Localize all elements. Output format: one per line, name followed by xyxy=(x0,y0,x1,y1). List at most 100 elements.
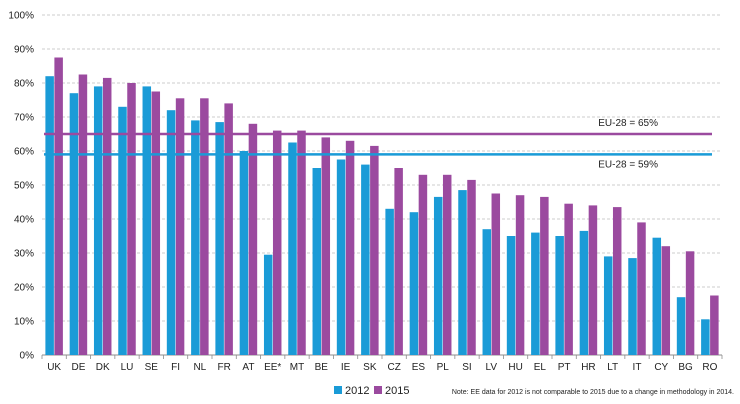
bar-2015 xyxy=(78,74,88,355)
bar-2015 xyxy=(661,246,671,355)
x-tick-label: SK xyxy=(363,362,377,373)
y-tick-label: 50% xyxy=(14,181,34,192)
legend-label: 2015 xyxy=(385,385,409,397)
x-tick-label: NL xyxy=(193,362,206,373)
x-tick-label: LV xyxy=(486,362,498,373)
bars xyxy=(45,57,719,356)
bar-2015 xyxy=(224,103,233,356)
x-tick-label: RO xyxy=(702,362,717,373)
y-tick-label: 60% xyxy=(14,147,34,158)
bar-2015 xyxy=(151,91,161,355)
eu-average-label: EU-28 = 59% xyxy=(598,159,658,170)
bar-2012 xyxy=(288,142,297,355)
x-tick-label: FR xyxy=(217,362,230,373)
bar-2012 xyxy=(166,110,176,355)
x-tick-label: EE* xyxy=(264,362,281,373)
bar-2015 xyxy=(564,203,573,355)
legend-label: 2012 xyxy=(345,385,369,397)
legend: 2012 2015 xyxy=(334,385,409,397)
bar-2015 xyxy=(394,168,403,355)
bar-2012 xyxy=(93,86,103,356)
bar-2015 xyxy=(491,193,501,355)
bar-2012 xyxy=(482,229,492,355)
x-tick-label: BG xyxy=(678,362,693,373)
x-tick-label: FI xyxy=(171,362,180,373)
x-tick-label: LU xyxy=(121,362,134,373)
bar-2015 xyxy=(102,77,112,356)
bar-2012 xyxy=(652,237,662,355)
y-tick-label: 20% xyxy=(14,283,34,294)
bar-2012 xyxy=(531,232,540,355)
bar-2015 xyxy=(127,83,136,355)
bar-2012 xyxy=(506,236,516,355)
x-tick-label: HR xyxy=(581,362,595,373)
x-tick-label: UK xyxy=(47,362,61,373)
x-tick-label: CZ xyxy=(387,362,400,373)
eu-average-label: EU-28 = 65% xyxy=(598,118,658,129)
y-axis-ticks: 0% 10% 20% 30% 40% 50% 60% 70% 80% 90% 100% xyxy=(8,11,34,362)
x-tick-label: IT xyxy=(633,362,642,373)
bar-2015 xyxy=(248,123,258,355)
x-tick-label: MT xyxy=(290,362,304,373)
bar-2012 xyxy=(433,196,443,355)
bar-2015 xyxy=(175,98,185,356)
bar-2015 xyxy=(467,179,476,355)
bar-2015 xyxy=(321,137,331,355)
x-tick-label: PL xyxy=(437,362,450,373)
bar-2015 xyxy=(345,140,355,355)
y-tick-label: 0% xyxy=(20,351,35,362)
bar-2015 xyxy=(370,145,379,355)
y-tick-label: 70% xyxy=(14,113,34,124)
bar-2015 xyxy=(588,205,598,355)
y-tick-label: 40% xyxy=(14,215,34,226)
bar-2012 xyxy=(336,159,346,355)
chart-note: Note: EE data for 2012 is not comparable… xyxy=(452,389,734,396)
bar-2012 xyxy=(603,256,613,355)
y-tick-label: 10% xyxy=(14,317,34,328)
x-tick-label: EL xyxy=(534,362,547,373)
legend-swatch xyxy=(374,386,382,394)
bar-2012 xyxy=(409,212,419,355)
bar-2015 xyxy=(418,174,428,355)
bar-2012 xyxy=(676,297,686,355)
x-tick-label: CY xyxy=(654,362,668,373)
legend-swatch xyxy=(334,386,342,394)
bar-2015 xyxy=(200,98,209,356)
bar-2015 xyxy=(54,57,63,355)
x-axis-labels: UK DE DK LU SE FI NL FR AT EE* MT BE IE SK CZ ES PL SI LV H… xyxy=(47,362,717,373)
bar-2015 xyxy=(710,295,719,355)
bar-2015 xyxy=(637,222,646,355)
x-tick-label: BE xyxy=(315,362,329,373)
bar-2012 xyxy=(555,236,564,355)
bar-2012 xyxy=(263,254,273,355)
x-tick-label: HU xyxy=(508,362,522,373)
bar-2012 xyxy=(361,164,370,355)
x-tick-label: LT xyxy=(607,362,618,373)
bar-2012 xyxy=(118,106,127,355)
bar-2015 xyxy=(612,207,622,355)
y-tick-label: 90% xyxy=(14,45,34,56)
x-tick-label: PT xyxy=(558,362,571,373)
bar-2012 xyxy=(312,168,322,355)
bar-2012 xyxy=(45,76,54,355)
x-tick-label: DK xyxy=(96,362,110,373)
bar-2015 xyxy=(272,130,282,355)
x-tick-label: SI xyxy=(462,362,471,373)
bar-2015 xyxy=(442,174,452,355)
x-tick-label: AT xyxy=(242,362,254,373)
bar-2012 xyxy=(458,190,467,355)
bar-2012 xyxy=(701,319,710,355)
bar-2015 xyxy=(297,130,306,355)
x-tick-label: ES xyxy=(412,362,426,373)
bar-2015 xyxy=(685,251,695,355)
y-tick-label: 30% xyxy=(14,249,34,260)
bar-2015 xyxy=(540,196,549,355)
x-tick-label: SE xyxy=(145,362,159,373)
reference-lines: EU-28 = 65% EU-28 = 59% xyxy=(44,118,712,170)
bar-2012 xyxy=(579,230,589,355)
bar-2012 xyxy=(142,86,152,356)
bar-2012 xyxy=(239,151,249,355)
bar-2012 xyxy=(191,120,200,356)
y-tick-label: 80% xyxy=(14,79,34,90)
